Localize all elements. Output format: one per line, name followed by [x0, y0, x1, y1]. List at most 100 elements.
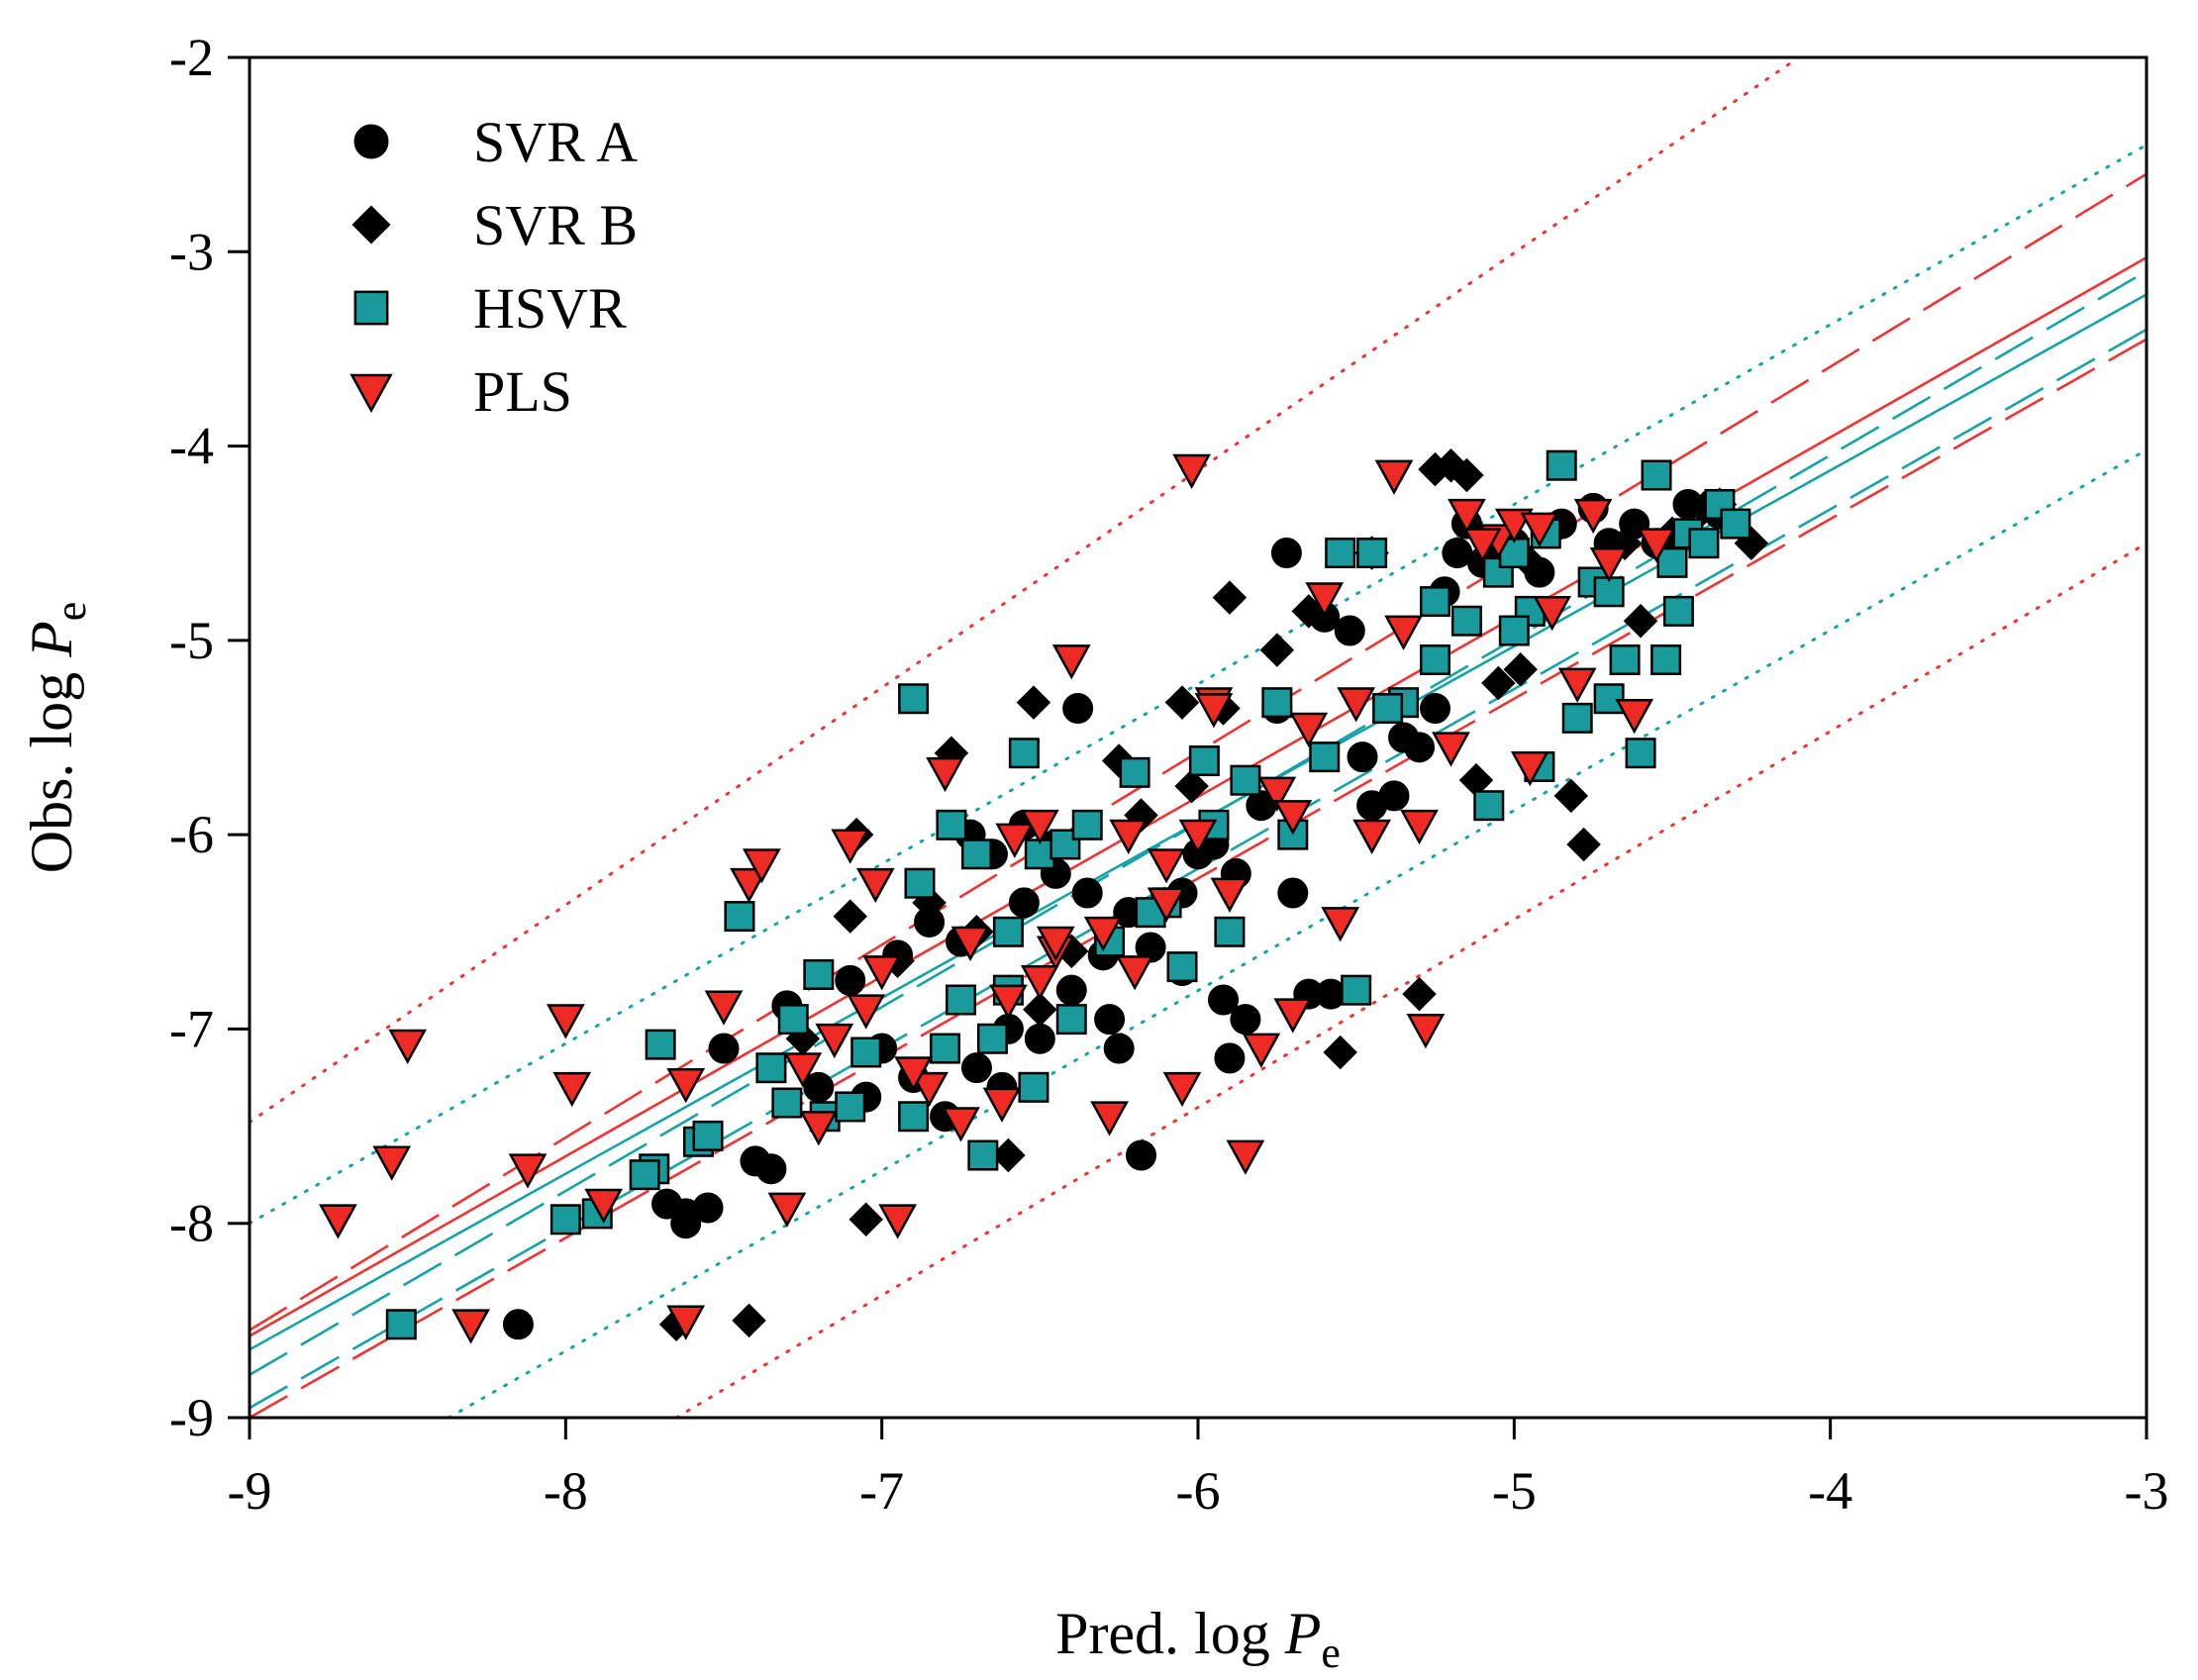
- pls-point: [388, 1029, 428, 1064]
- pls-point: [552, 1071, 592, 1108]
- hsvr-point: [1166, 951, 1198, 983]
- hsvr-point: [1261, 687, 1293, 719]
- pls-point: [799, 1111, 839, 1146]
- pls-point: [1557, 667, 1597, 703]
- hsvr-point: [1641, 459, 1672, 491]
- legend-label: PLS: [473, 359, 572, 424]
- pls-point: [1520, 512, 1559, 547]
- svr-b-point: [991, 1137, 1026, 1173]
- y-tick-label: -4: [169, 417, 214, 476]
- pls-point: [666, 1067, 706, 1104]
- pls-point: [783, 1052, 823, 1088]
- x-tick-label: -9: [228, 1461, 272, 1521]
- hsvr-point: [1609, 643, 1641, 675]
- pls-point: [319, 1204, 357, 1239]
- pls-point: [1273, 998, 1313, 1034]
- pls-point: [1352, 819, 1391, 854]
- hsvr-point: [898, 683, 930, 715]
- hsvr-point: [1325, 538, 1356, 569]
- pls-point: [1172, 453, 1211, 489]
- pls-point: [742, 848, 781, 884]
- hsvr-point: [1309, 741, 1341, 773]
- pls-point: [1020, 809, 1059, 845]
- pls-point: [1147, 887, 1186, 923]
- hsvr-point: [777, 1004, 809, 1036]
- pls-point: [730, 867, 768, 904]
- pls-point: [1115, 955, 1154, 991]
- svr-a-point: [1334, 615, 1365, 646]
- plot-frame: [248, 55, 2148, 1420]
- pls-point: [546, 1004, 585, 1039]
- pi-upper-teal-line: [250, 143, 2147, 1226]
- y-tick-label: -3: [169, 222, 214, 281]
- svr-b-point: [1016, 685, 1051, 720]
- hsvr-point: [1420, 586, 1450, 618]
- hsvr-point: [1356, 538, 1388, 569]
- pls-point: [1573, 498, 1613, 535]
- svr-b-point: [1481, 665, 1516, 701]
- pls-point: [950, 926, 990, 961]
- pi-lower-teal-line: [447, 447, 2147, 1418]
- svr-a-point: [1071, 877, 1103, 909]
- pls-point: [847, 994, 886, 1030]
- pls-point: [1510, 751, 1549, 787]
- svr-b-point: [1566, 827, 1601, 862]
- svr-b-point: [732, 1303, 766, 1338]
- hsvr-point: [1119, 756, 1150, 788]
- pls-point: [1432, 732, 1470, 767]
- svr-a-point: [1126, 1139, 1157, 1171]
- y-tick-label: -8: [169, 1194, 214, 1253]
- hsvr-point: [1546, 449, 1577, 481]
- hsvr-point: [1024, 839, 1055, 870]
- pls-point: [1384, 615, 1423, 650]
- pls-point: [1374, 459, 1414, 495]
- hsvr-point: [960, 839, 992, 870]
- svr-b-point: [1402, 976, 1437, 1012]
- svr-b-point: [1174, 768, 1209, 804]
- hsvr-point: [936, 809, 967, 840]
- hsvr-point: [755, 1052, 787, 1084]
- hsvr-point: [724, 901, 755, 933]
- svr-b-point: [1164, 685, 1200, 720]
- regression-lines: [250, 57, 2147, 1418]
- svr-a-point: [740, 1145, 771, 1177]
- pls-point: [451, 1309, 490, 1344]
- y-tick-label: -6: [169, 805, 214, 864]
- hsvr-point: [550, 1204, 581, 1235]
- svr-a-point: [1214, 1042, 1246, 1074]
- x-axis-title-var: P: [1284, 1601, 1322, 1666]
- pls-point: [1242, 1033, 1281, 1068]
- x-tick-label: -4: [1808, 1461, 1852, 1521]
- svr-b-point: [1449, 457, 1484, 493]
- svr-a-point: [1008, 887, 1040, 919]
- hsvr-point: [1341, 974, 1372, 1006]
- hsvr-point: [1008, 738, 1040, 769]
- hsvr-point: [1593, 683, 1625, 715]
- hsvr-point: [1230, 764, 1261, 796]
- svr-a-point: [1277, 877, 1309, 909]
- pls-point: [584, 1188, 624, 1224]
- svr-a-point: [1024, 1023, 1055, 1054]
- hsvr-point: [1662, 595, 1694, 627]
- svr-a-point: [1062, 693, 1094, 725]
- pls-point: [508, 1153, 548, 1189]
- svr-a-point: [1378, 780, 1410, 812]
- pls-point: [1448, 498, 1486, 535]
- ci-lower-red-line: [250, 338, 2147, 1418]
- y-tick-label: -5: [169, 611, 214, 670]
- hsvr-point: [1720, 508, 1751, 540]
- pls-point: [1109, 819, 1149, 854]
- hsvr-point: [850, 1037, 882, 1068]
- pls-point: [1637, 528, 1676, 563]
- pls-point: [1083, 916, 1123, 952]
- legend-marker-svr-a: [353, 124, 389, 159]
- hsvr-point: [771, 1087, 803, 1119]
- pls-point: [878, 1204, 917, 1239]
- x-axis-title-sub: e: [1321, 1629, 1341, 1675]
- pls-point: [855, 867, 895, 904]
- hsvr-point: [1214, 916, 1246, 947]
- pls-point: [1147, 848, 1186, 884]
- hsvr-point: [645, 1029, 676, 1060]
- svr-b-point: [1503, 652, 1538, 687]
